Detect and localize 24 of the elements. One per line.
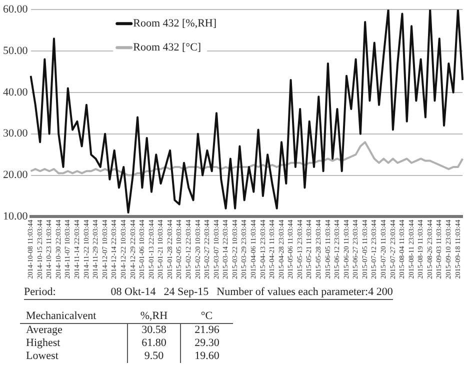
- text: 08 Okt-14: [110, 286, 156, 298]
- text: Lowest: [25, 350, 60, 363]
- text: %,RH: [139, 310, 169, 324]
- text: Average: [25, 324, 64, 337]
- text: Mechanicalvent: [25, 310, 98, 324]
- text: 61.80: [128, 337, 180, 350]
- y-tick-label: 50.00: [3, 44, 28, 57]
- y-tick-label: 10.00: [3, 210, 28, 223]
- text: Number of values each parameter:4 200: [216, 286, 393, 298]
- text: 24 Sep-15: [164, 286, 209, 298]
- y-tick-label: 40.00: [3, 86, 28, 98]
- text: 9.50: [128, 350, 180, 363]
- text: Highest: [25, 337, 62, 350]
- y-tick-label: 20.00: [3, 169, 28, 182]
- y-tick-label: 30.00: [3, 128, 28, 140]
- text: Period:: [24, 286, 56, 298]
- text: 21.96: [180, 324, 233, 337]
- text: 19.60: [180, 350, 233, 363]
- legend-label: Room 432 [%,RH]: [133, 17, 217, 30]
- legend-label: Room 432 [°C]: [133, 41, 202, 54]
- y-tick-label: 60.00: [3, 3, 28, 16]
- text: °C: [200, 310, 214, 324]
- text: 30.58: [128, 324, 180, 337]
- text: 29.30: [180, 337, 233, 350]
